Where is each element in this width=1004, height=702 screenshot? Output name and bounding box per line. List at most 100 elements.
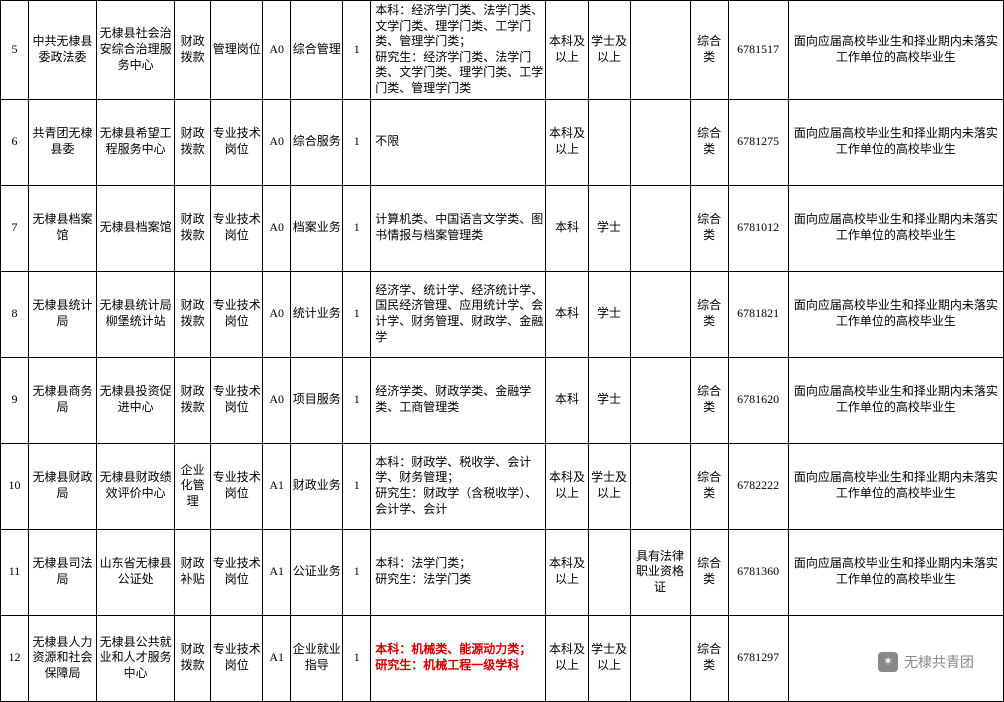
cell-post_name: 公证业务 [291,529,343,615]
cell-other [630,271,690,357]
cell-unit: 无棣县投资促进中心 [97,357,175,443]
cell-remark: 面向应届高校毕业生和择业期内未落实工作单位的高校毕业生 [788,99,1003,185]
cell-remark: 面向应届高校毕业生和择业期内未落实工作单位的高校毕业生 [788,271,1003,357]
cell-idx: 12 [1,615,29,701]
cell-post_name: 项目服务 [291,357,343,443]
cell-fund: 财政拨款 [175,185,211,271]
cell-remark: 面向应届高校毕业生和择业期内未落实工作单位的高校毕业生 [788,443,1003,529]
cell-degree [588,529,630,615]
cell-fund: 财政拨款 [175,99,211,185]
cell-cat: 综合类 [690,1,728,100]
cell-cat: 综合类 [690,185,728,271]
cell-count: 1 [343,357,371,443]
cell-idx: 9 [1,357,29,443]
cell-tel: 6781360 [728,529,788,615]
cell-post_type: 专业技术岗位 [211,99,263,185]
cell-major: 本科：法学门类；研究生：法学门类 [371,529,546,615]
cell-edu: 本科及以上 [546,1,588,100]
cell-post_type: 专业技术岗位 [211,357,263,443]
cell-dept: 无棣县人力资源和社会保障局 [29,615,97,701]
cell-edu: 本科 [546,185,588,271]
cell-post_name: 统计业务 [291,271,343,357]
cell-unit: 山东省无棣县公证处 [97,529,175,615]
cell-dept: 共青团无棣县委 [29,99,97,185]
cell-tel: 6781012 [728,185,788,271]
cell-edu: 本科 [546,271,588,357]
cell-degree [588,99,630,185]
cell-edu: 本科及以上 [546,443,588,529]
cell-degree: 学士 [588,271,630,357]
cell-degree: 学士及以上 [588,443,630,529]
cell-code: A0 [263,1,291,100]
cell-edu: 本科及以上 [546,529,588,615]
cell-degree: 学士及以上 [588,1,630,100]
cell-post_type: 专业技术岗位 [211,443,263,529]
cell-other: 具有法律职业资格证 [630,529,690,615]
table-row: 12无棣县人力资源和社会保障局无棣县公共就业和人才服务中心财政拨款专业技术岗位A… [1,615,1004,701]
cell-post_type: 专业技术岗位 [211,185,263,271]
cell-other [630,1,690,100]
cell-edu: 本科及以上 [546,99,588,185]
cell-major: 计算机类、中国语言文学类、图书情报与档案管理类 [371,185,546,271]
cell-code: A0 [263,99,291,185]
cell-unit: 无棣县公共就业和人才服务中心 [97,615,175,701]
cell-count: 1 [343,1,371,100]
cell-other [630,99,690,185]
cell-remark: 面向应届高校毕业生和择业期内未落实工作单位的高校毕业生 [788,357,1003,443]
table-row: 5中共无棣县委政法委无棣县社会治安综合治理服务中心财政拨款管理岗位A0综合管理1… [1,1,1004,100]
cell-other [630,443,690,529]
table-row: 9无棣县商务局无棣县投资促进中心财政拨款专业技术岗位A0项目服务1经济学类、财政… [1,357,1004,443]
cell-idx: 10 [1,443,29,529]
table-row: 11无棣县司法局山东省无棣县公证处财政补贴专业技术岗位A1公证业务1本科：法学门… [1,529,1004,615]
cell-cat: 综合类 [690,271,728,357]
cell-code: A1 [263,443,291,529]
cell-tel: 6781821 [728,271,788,357]
cell-fund: 财政拨款 [175,357,211,443]
table-row: 10无棣县财政局无棣县财政绩效评价中心企业化管理专业技术岗位A1财政业务1本科：… [1,443,1004,529]
cell-fund: 财政拨款 [175,1,211,100]
cell-other [630,357,690,443]
cell-cat: 综合类 [690,529,728,615]
cell-remark [788,615,1003,701]
cell-dept: 无棣县统计局 [29,271,97,357]
cell-idx: 5 [1,1,29,100]
cell-dept: 无棣县司法局 [29,529,97,615]
cell-code: A0 [263,271,291,357]
recruitment-table: 5中共无棣县委政法委无棣县社会治安综合治理服务中心财政拨款管理岗位A0综合管理1… [0,0,1004,702]
cell-count: 1 [343,185,371,271]
cell-count: 1 [343,99,371,185]
cell-other [630,185,690,271]
cell-cat: 综合类 [690,443,728,529]
cell-unit: 无棣县统计局柳堡统计站 [97,271,175,357]
cell-count: 1 [343,615,371,701]
table-row: 7无棣县档案馆无棣县档案馆财政拨款专业技术岗位A0档案业务1计算机类、中国语言文… [1,185,1004,271]
cell-unit: 无棣县希望工程服务中心 [97,99,175,185]
table-row: 8无棣县统计局无棣县统计局柳堡统计站财政拨款专业技术岗位A0统计业务1经济学、统… [1,271,1004,357]
cell-post_name: 综合服务 [291,99,343,185]
cell-count: 1 [343,443,371,529]
cell-remark: 面向应届高校毕业生和择业期内未落实工作单位的高校毕业生 [788,529,1003,615]
cell-edu: 本科 [546,357,588,443]
cell-post_name: 档案业务 [291,185,343,271]
cell-major: 经济学、统计学、经济统计学、国民经济管理、应用统计学、会计学、财务管理、财政学、… [371,271,546,357]
cell-dept: 无棣县商务局 [29,357,97,443]
cell-fund: 财政拨款 [175,615,211,701]
cell-tel: 6781517 [728,1,788,100]
cell-major: 本科：经济学门类、法学门类、文学门类、理学门类、工学门类、管理学门类；研究生：经… [371,1,546,100]
cell-idx: 8 [1,271,29,357]
cell-code: A0 [263,357,291,443]
cell-major: 本科：机械类、能源动力类；研究生：机械工程一级学科 [371,615,546,701]
cell-major: 经济学类、财政学类、金融学类、工商管理类 [371,357,546,443]
cell-unit: 无棣县档案馆 [97,185,175,271]
cell-edu: 本科及以上 [546,615,588,701]
cell-fund: 财政补贴 [175,529,211,615]
cell-cat: 综合类 [690,99,728,185]
cell-idx: 6 [1,99,29,185]
cell-cat: 综合类 [690,357,728,443]
cell-unit: 无棣县财政绩效评价中心 [97,443,175,529]
cell-unit: 无棣县社会治安综合治理服务中心 [97,1,175,100]
table-row: 6共青团无棣县委无棣县希望工程服务中心财政拨款专业技术岗位A0综合服务1不限本科… [1,99,1004,185]
cell-cat: 综合类 [690,615,728,701]
cell-fund: 企业化管理 [175,443,211,529]
cell-count: 1 [343,529,371,615]
